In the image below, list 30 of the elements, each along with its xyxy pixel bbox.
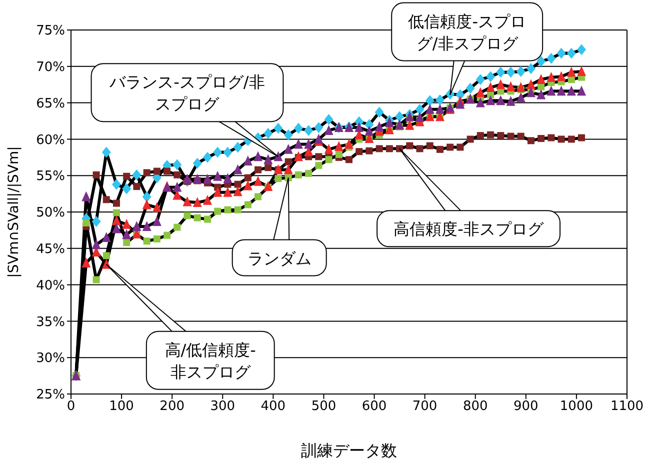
y-tick-label: 55% xyxy=(36,169,65,184)
y-tick-label: 70% xyxy=(36,60,65,76)
y-tick-label: 65% xyxy=(36,96,65,112)
y-tick-label: 35% xyxy=(36,314,65,330)
x-tick-label: 1100 xyxy=(610,399,644,414)
annotation: バランス-スプログ/非スプログ xyxy=(108,72,265,114)
annotation: ランダム xyxy=(247,248,312,268)
x-tick-label: 900 xyxy=(513,399,538,414)
x-tick-label: 500 xyxy=(311,399,336,414)
y-tick-label: 25% xyxy=(36,388,65,403)
x-axis-title: 訓練データ数 xyxy=(301,441,397,460)
x-tick-label: 400 xyxy=(260,399,286,414)
annotation: 高/低信頼度-非スプログ xyxy=(164,340,256,382)
y-tick-label: 60% xyxy=(36,132,65,148)
annotation: 高信頼度-非スプログ xyxy=(394,220,544,239)
y-tick-label: 40% xyxy=(36,278,65,294)
y-tick-label: 75% xyxy=(36,24,65,39)
x-tick-label: 0 xyxy=(66,399,76,414)
y-axis-title: |SVm∩SVall|/|SVm| xyxy=(6,146,22,278)
x-tick-label: 1000 xyxy=(560,399,593,414)
x-tick-label: 100 xyxy=(109,399,134,414)
x-tick-label: 600 xyxy=(362,399,387,414)
y-tick-label: 50% xyxy=(36,206,65,221)
annotation: 低信頼度-スプログ/非スプログ xyxy=(408,12,526,53)
x-tick-label: 300 xyxy=(210,399,236,414)
y-tick-label: 45% xyxy=(36,242,65,258)
x-tick-label: 700 xyxy=(412,399,438,414)
x-tick-label: 800 xyxy=(462,399,488,414)
x-tick-label: 200 xyxy=(160,399,185,414)
y-tick-label: 30% xyxy=(36,351,65,366)
